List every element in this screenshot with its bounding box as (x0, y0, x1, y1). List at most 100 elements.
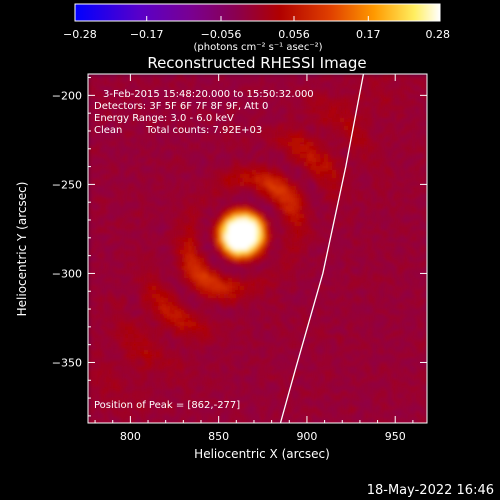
heatmap-cell (384, 134, 389, 139)
heatmap-cell (128, 114, 133, 119)
heatmap-cell (196, 130, 201, 135)
heatmap-cell (404, 282, 409, 287)
heatmap-cell (132, 114, 137, 119)
heatmap-cell (152, 302, 157, 307)
heatmap-cell (192, 222, 197, 227)
heatmap-cell (272, 78, 277, 83)
heatmap-cell (296, 126, 301, 131)
heatmap-cell (380, 162, 385, 167)
heatmap-cell (264, 134, 269, 139)
heatmap-cell (236, 154, 241, 159)
heatmap-cell (232, 218, 237, 223)
heatmap-cell (424, 150, 427, 155)
heatmap-cell (236, 262, 241, 267)
heatmap-cell (416, 122, 421, 127)
heatmap-cell (384, 302, 389, 307)
heatmap-cell (332, 206, 337, 211)
heatmap-cell (180, 154, 185, 159)
heatmap-cell (128, 254, 133, 259)
heatmap-cell (204, 202, 209, 207)
heatmap-cell (164, 90, 169, 95)
heatmap-cell (328, 186, 333, 191)
heatmap-cell (336, 130, 341, 135)
heatmap-cell (216, 226, 221, 231)
heatmap-cell (264, 190, 269, 195)
heatmap-cell (252, 234, 257, 239)
heatmap-cell (304, 234, 309, 239)
heatmap-cell (172, 194, 177, 199)
heatmap-cell (88, 270, 93, 275)
heatmap-cell (300, 286, 305, 291)
heatmap-cell (292, 86, 297, 91)
heatmap-cell (408, 138, 413, 143)
heatmap-cell (380, 270, 385, 275)
heatmap-cell (320, 302, 325, 307)
heatmap-cell (336, 266, 341, 271)
heatmap-cell (356, 194, 361, 199)
heatmap-cell (100, 94, 105, 99)
heatmap-cell (216, 146, 221, 151)
heatmap-cell (252, 186, 257, 191)
heatmap-cell (120, 250, 125, 255)
heatmap-cell (372, 134, 377, 139)
heatmap-cell (308, 102, 313, 107)
heatmap-cell (300, 246, 305, 251)
heatmap-cell (392, 178, 397, 183)
heatmap-cell (280, 82, 285, 87)
heatmap-cell (380, 278, 385, 283)
heatmap-cell (232, 114, 237, 119)
heatmap-cell (288, 126, 293, 131)
heatmap-cell (156, 258, 161, 263)
heatmap-cell (136, 146, 141, 151)
heatmap-cell (336, 82, 341, 87)
heatmap-cell (384, 106, 389, 111)
heatmap-cell (408, 250, 413, 255)
heatmap-cell (388, 154, 393, 159)
heatmap-cell (128, 198, 133, 203)
heatmap-cell (164, 178, 169, 183)
heatmap-cell (416, 126, 421, 131)
heatmap-cell (280, 122, 285, 127)
heatmap-cell (200, 86, 205, 91)
heatmap-cell (416, 246, 421, 251)
heatmap-cell (136, 214, 141, 219)
heatmap-cell (232, 134, 237, 139)
heatmap-cell (348, 182, 353, 187)
heatmap-cell (132, 122, 137, 127)
heatmap-cell (124, 218, 129, 223)
heatmap-cell (180, 126, 185, 131)
heatmap-cell (388, 122, 393, 127)
heatmap-cell (172, 234, 177, 239)
heatmap-cell (332, 114, 337, 119)
heatmap-cell (236, 182, 241, 187)
heatmap-cell (196, 114, 201, 119)
heatmap-cell (128, 246, 133, 251)
heatmap-cell (196, 102, 201, 107)
heatmap-cell (352, 298, 357, 303)
heatmap-cell (148, 278, 153, 283)
heatmap-cell (260, 190, 265, 195)
heatmap-cell (208, 134, 213, 139)
heatmap-cell (284, 94, 289, 99)
heatmap-cell (264, 86, 269, 91)
heatmap-cell (224, 98, 229, 103)
heatmap-cell (372, 114, 377, 119)
heatmap-cell (116, 162, 121, 167)
heatmap-cell (148, 210, 153, 215)
heatmap-cell (340, 98, 345, 103)
heatmap-cell (364, 270, 369, 275)
heatmap-cell (288, 262, 293, 267)
heatmap-cell (276, 106, 281, 111)
heatmap-cell (272, 202, 277, 207)
heatmap-cell (104, 106, 109, 111)
heatmap-cell (212, 234, 217, 239)
heatmap-cell (232, 182, 237, 187)
heatmap-cell (272, 218, 277, 223)
heatmap-cell (268, 214, 273, 219)
heatmap-cell (424, 298, 427, 303)
heatmap-cell (332, 250, 337, 255)
heatmap-cell (352, 166, 357, 171)
heatmap-cell (264, 162, 269, 167)
heatmap-cell (380, 74, 385, 79)
heatmap-cell (168, 118, 173, 123)
